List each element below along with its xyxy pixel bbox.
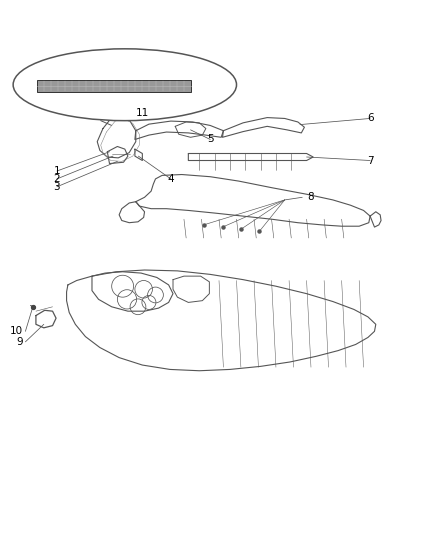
Ellipse shape bbox=[13, 49, 237, 120]
Bar bbox=[37, 80, 191, 92]
Text: 6: 6 bbox=[367, 114, 374, 124]
Text: 9: 9 bbox=[17, 337, 23, 347]
Text: 2: 2 bbox=[53, 174, 60, 184]
Text: 8: 8 bbox=[307, 192, 314, 203]
Text: 5: 5 bbox=[207, 134, 214, 144]
Text: 7: 7 bbox=[367, 156, 374, 166]
Text: 3: 3 bbox=[53, 182, 60, 192]
Text: 10: 10 bbox=[10, 326, 23, 336]
Text: 1: 1 bbox=[53, 166, 60, 176]
Text: 4: 4 bbox=[167, 174, 174, 184]
Text: 11: 11 bbox=[136, 108, 149, 118]
